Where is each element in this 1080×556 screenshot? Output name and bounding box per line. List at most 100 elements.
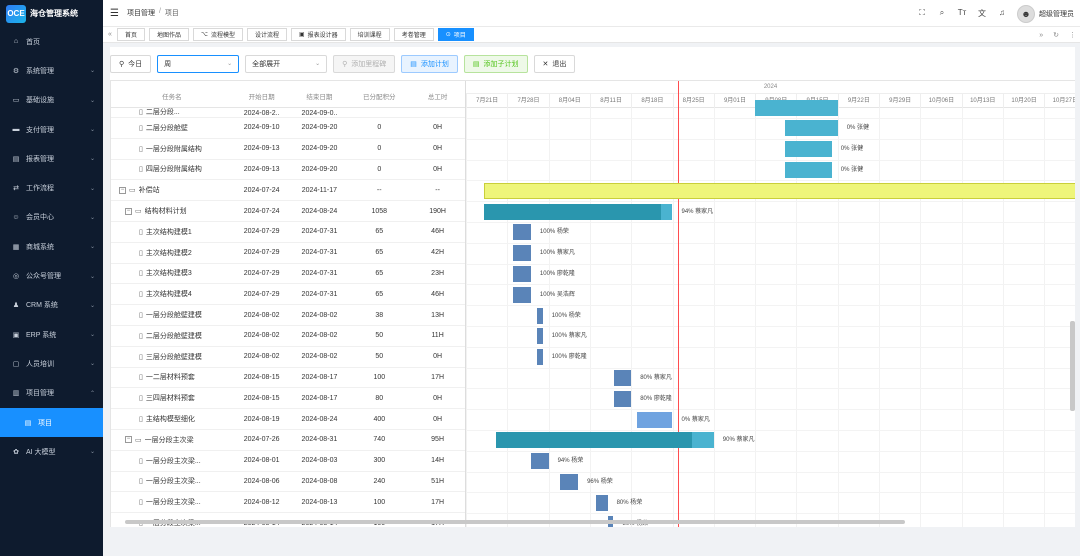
task-bar[interactable] <box>613 370 632 386</box>
task-bar-label: 100% 蔡家凡 <box>551 333 587 340</box>
task-bar[interactable] <box>784 120 838 137</box>
collapse-toggle-icon[interactable]: − <box>125 436 132 444</box>
sidebar-item-6[interactable]: ☺ 会员中心 ⌄ <box>0 203 103 232</box>
app-logo[interactable]: OCE 海仓管理系统 <box>0 0 103 27</box>
tab-0[interactable]: 首页 <box>117 28 146 41</box>
points-cell: 50 <box>375 353 384 361</box>
table-row[interactable]: ▯ 一层分段主次梁... 2024-08-01 2024-08-03 300 14H <box>111 451 465 472</box>
task-bar[interactable] <box>513 266 531 282</box>
table-row[interactable]: ▯ 一二层材料预套 2024-08-15 2024-08-17 100 17H <box>111 368 465 389</box>
table-row[interactable]: ▯ 主次结构建模3 2024-07-29 2024-07-31 65 23H <box>111 264 465 285</box>
sidebar-item-7[interactable]: ▦ 商城系统 ⌄ <box>0 232 103 261</box>
table-row[interactable]: ▯ 一层分段主次梁... 2024-08-06 2024-08-08 240 51H <box>111 472 465 493</box>
tab-7[interactable]: ⊙ 项目 <box>437 28 474 41</box>
more-icon[interactable]: ⋮ <box>1069 32 1076 39</box>
vertical-scrollbar[interactable] <box>1070 321 1075 411</box>
sidebar-item-13[interactable]: ▤ 项目 <box>0 407 103 438</box>
task-bar[interactable] <box>483 182 1075 199</box>
task-bar[interactable] <box>513 245 531 262</box>
file-icon: ▯ <box>139 374 143 382</box>
task-bar[interactable] <box>495 432 714 449</box>
today-button[interactable]: ⚲ 今日 <box>110 54 152 73</box>
table-row[interactable]: − ▭ 结构材料计划 2024-07-24 2024-08-24 1058 190H <box>111 201 465 222</box>
refresh-icon[interactable]: ↻ <box>1053 32 1059 39</box>
tab-2[interactable]: ⌥ 流程模型 <box>193 28 243 41</box>
task-bar[interactable] <box>513 224 531 241</box>
menu-toggle-icon[interactable]: ☰ <box>110 7 119 19</box>
task-bar[interactable] <box>513 286 531 303</box>
task-bar[interactable] <box>536 328 543 345</box>
tab-3[interactable]: 设计流程 <box>246 28 287 41</box>
tabs-scroll-left-icon[interactable]: « <box>108 31 112 38</box>
collapse-toggle-icon[interactable]: − <box>125 207 132 215</box>
table-row[interactable]: ▯ 二层分段舱壁建模 2024-08-02 2024-08-02 50 11H <box>111 326 465 347</box>
sidebar-item-9[interactable]: ♟ CRM 系统 ⌄ <box>0 291 103 320</box>
table-row[interactable]: − ▭ 补偿站 2024-07-24 2024-11-17 -- -- <box>111 180 465 202</box>
sidebar-item-3[interactable]: ▬ 支付管理 ⌄ <box>0 115 103 144</box>
task-bar[interactable] <box>784 141 832 158</box>
hours-cell: 17H <box>431 373 445 381</box>
sidebar-item-10[interactable]: ▣ ERP 系统 ⌄ <box>0 320 103 349</box>
sidebar-item-5[interactable]: ⇄ 工作流程 ⌄ <box>0 173 103 202</box>
tab-1[interactable]: 地图作品 <box>149 28 190 41</box>
task-bar[interactable] <box>530 453 549 470</box>
sidebar-item-0[interactable]: ⌂ 首页 <box>0 27 103 56</box>
chevron-down-icon: ⌄ <box>89 68 95 75</box>
table-row[interactable]: ▯ 主结构模型细化 2024-08-19 2024-08-24 400 0H <box>111 409 465 430</box>
table-row[interactable]: ▯ 四层分段附属结构 2024-09-13 2024-09-20 0 0H <box>111 160 465 181</box>
table-row[interactable]: ▯ 一层分段舱壁建模 2024-08-02 2024-08-02 38 13H <box>111 305 465 326</box>
week-label: 8月11日 <box>589 94 631 108</box>
task-bar-label: 100% 蔡家凡 <box>539 250 575 257</box>
sidebar-item-8[interactable]: ◎ 公众号管理 ⌄ <box>0 261 103 290</box>
tabs-scroll-right-icon[interactable]: » <box>1039 31 1044 39</box>
fullscreen-icon[interactable]: ⛶ <box>919 8 925 17</box>
task-bar[interactable] <box>560 474 579 490</box>
add-subplan-button[interactable]: ▤ 添加子计划 <box>463 54 528 73</box>
translate-icon[interactable]: 文 <box>978 9 986 18</box>
search-icon[interactable]: ⌕ <box>939 8 945 17</box>
task-bar[interactable] <box>755 99 838 116</box>
table-row[interactable]: ▯ 二层分段... 2024-08-2.. 2024-09-0.. <box>111 108 465 118</box>
task-bar[interactable] <box>637 411 673 428</box>
table-row[interactable]: − ▭ 一层分段主次梁 2024-07-26 2024-08-31 740 95H <box>111 430 465 451</box>
bell-icon[interactable]: ♫ <box>999 8 1005 17</box>
table-row[interactable]: ▯ 一层分段附属结构 2024-09-13 2024-09-20 0 0H <box>111 139 465 160</box>
sidebar-item-14[interactable]: ✿ AI 大模型 ⌄ <box>0 437 103 466</box>
table-row[interactable]: ▯ 主次结构建模2 2024-07-29 2024-07-31 65 42H <box>111 243 465 264</box>
table-row[interactable]: ▯ 主次结构建模4 2024-07-29 2024-07-31 65 46H <box>111 284 465 306</box>
tab-6[interactable]: 考卷管理 <box>393 28 434 41</box>
sidebar-item-11[interactable]: ▢ 人员培训 ⌄ <box>0 349 103 378</box>
row-gridline <box>466 513 1075 515</box>
breadcrumb-item-project-management[interactable]: 项目管理 <box>126 10 155 17</box>
task-bar[interactable] <box>613 390 632 407</box>
table-row[interactable]: ▯ 主次结构建模1 2024-07-29 2024-07-31 65 46H <box>111 222 465 243</box>
table-row[interactable]: ▯ 一层分段主次梁... 2024-08-12 2024-08-13 100 17H <box>111 492 465 514</box>
add-plan-button[interactable]: ▤ 添加计划 <box>401 54 458 73</box>
font-size-icon[interactable]: Tт <box>957 8 967 17</box>
tab-4[interactable]: ▣ 报表设计器 <box>290 28 346 41</box>
sidebar-item-12[interactable]: ▥ 项目管理 ⌃ <box>0 379 103 408</box>
table-row[interactable]: ▯ 二层分段舱壁 2024-09-10 2024-09-20 0 0H <box>111 118 465 139</box>
training-icon: ▢ <box>12 360 20 368</box>
collapse-toggle-icon[interactable]: − <box>119 186 126 194</box>
table-row[interactable]: ▯ 三四层材料预套 2024-08-15 2024-08-17 80 0H <box>111 388 465 410</box>
task-bar[interactable] <box>784 162 832 178</box>
username[interactable]: 超级管理员 <box>1039 10 1074 18</box>
exit-button[interactable]: ✕ 退出 <box>533 54 576 73</box>
task-bar[interactable] <box>595 494 608 511</box>
sidebar-item-2[interactable]: ▭ 基础设施 ⌄ <box>0 86 103 115</box>
tab-5[interactable]: 培训课程 <box>349 28 390 41</box>
points-cell: 65 <box>375 228 384 236</box>
add-milestone-button[interactable]: ⚲ 添加里程碑 <box>333 54 396 73</box>
expand-select[interactable]: 全部展开 ⌄ <box>245 54 328 73</box>
sidebar-item-4[interactable]: ▤ 报表管理 ⌄ <box>0 144 103 173</box>
task-bar[interactable] <box>536 307 543 324</box>
task-bar[interactable] <box>483 203 673 220</box>
scale-select[interactable]: 周 ⌄ <box>157 54 240 73</box>
sidebar-item-1[interactable]: ⚙ 系统管理 ⌄ <box>0 56 103 85</box>
task-bar[interactable] <box>536 349 543 366</box>
table-row[interactable]: ▯ 三层分段舱壁建模 2024-08-02 2024-08-02 50 0H <box>111 347 465 368</box>
avatar[interactable]: ☻ <box>1017 4 1035 23</box>
start-date-cell: 2024-07-29 <box>243 249 280 257</box>
horizontal-scrollbar[interactable] <box>125 520 905 524</box>
